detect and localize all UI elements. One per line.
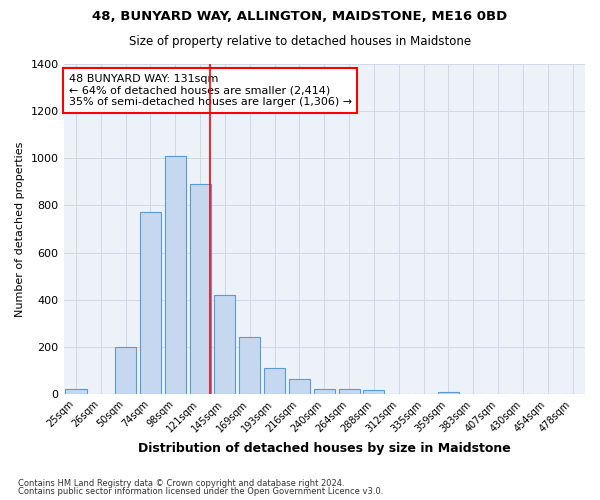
Text: Contains HM Land Registry data © Crown copyright and database right 2024.: Contains HM Land Registry data © Crown c…	[18, 478, 344, 488]
Bar	[438, 392, 459, 394]
Text: Contains public sector information licensed under the Open Government Licence v3: Contains public sector information licen…	[18, 487, 383, 496]
Bar	[190, 184, 211, 394]
Bar	[115, 347, 136, 394]
X-axis label: Distribution of detached houses by size in Maidstone: Distribution of detached houses by size …	[138, 442, 511, 455]
Bar	[338, 390, 359, 394]
Y-axis label: Number of detached properties: Number of detached properties	[15, 142, 25, 316]
Bar	[214, 295, 235, 394]
Text: 48 BUNYARD WAY: 131sqm
← 64% of detached houses are smaller (2,414)
35% of semi-: 48 BUNYARD WAY: 131sqm ← 64% of detached…	[69, 74, 352, 107]
Bar	[364, 390, 385, 394]
Bar	[264, 368, 285, 394]
Bar	[65, 390, 86, 394]
Bar	[140, 212, 161, 394]
Bar	[289, 378, 310, 394]
Bar	[165, 156, 186, 394]
Bar	[239, 338, 260, 394]
Bar	[314, 390, 335, 394]
Text: 48, BUNYARD WAY, ALLINGTON, MAIDSTONE, ME16 0BD: 48, BUNYARD WAY, ALLINGTON, MAIDSTONE, M…	[92, 10, 508, 23]
Text: Size of property relative to detached houses in Maidstone: Size of property relative to detached ho…	[129, 35, 471, 48]
